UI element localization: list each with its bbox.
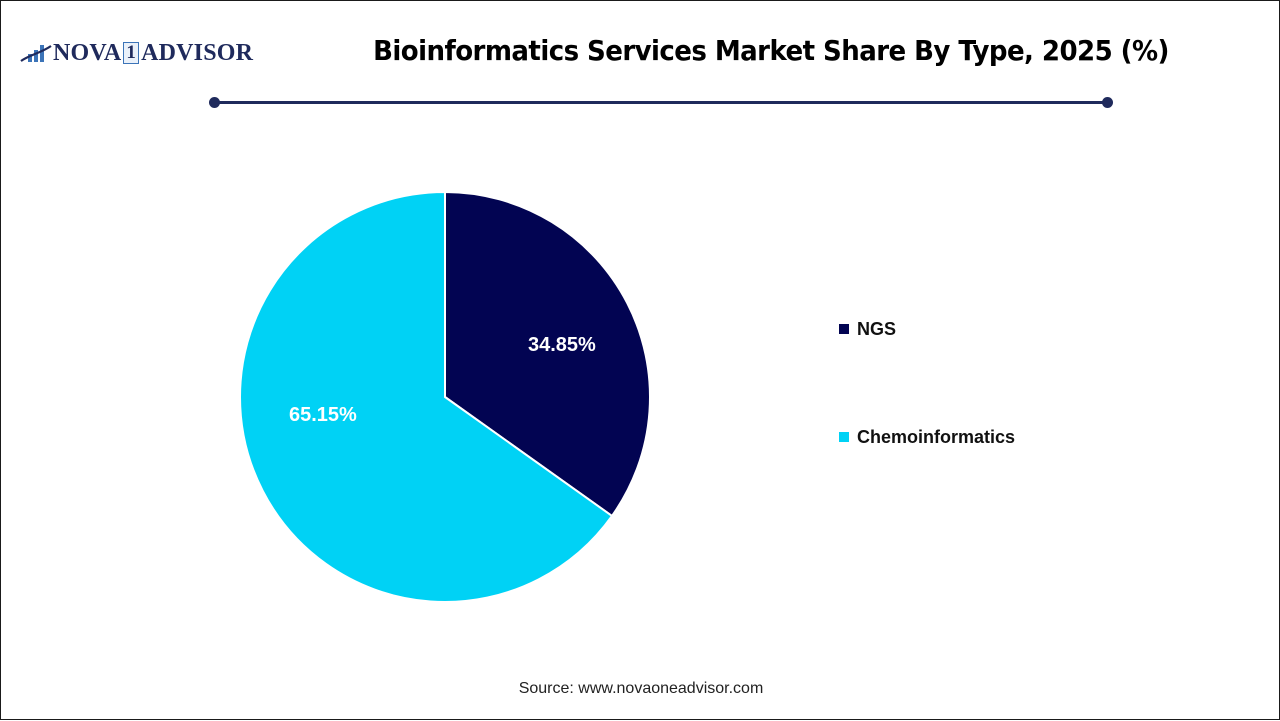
chart-title: Bioinformatics Services Market Share By … — [373, 34, 1169, 67]
logo-text-advisor: ADVISOR — [141, 40, 254, 66]
legend-label-ngs: NGS — [857, 318, 897, 339]
legend: NGS Chemoinformatics — [839, 317, 1015, 449]
pie-slice-chemoinformatics — [239, 190, 614, 603]
source-note: Source: www.novaoneadvisor.com — [518, 680, 764, 697]
legend-swatch-chemoinformatics — [839, 432, 849, 442]
logo-one-box: 1 — [123, 42, 140, 64]
title-underline — [214, 101, 1107, 104]
legend-item-chemoinformatics: Chemoinformatics — [839, 425, 1015, 449]
underline-left-dot — [209, 97, 220, 108]
legend-item-ngs: NGS — [839, 317, 1015, 341]
logo: NOVA 1 ADVISOR — [19, 39, 253, 67]
legend-swatch-ngs — [839, 324, 849, 334]
logo-text: NOVA 1 ADVISOR — [53, 41, 253, 65]
slice-label-ngs: 34.85% — [528, 334, 596, 356]
slice-label-chemoinformatics: 65.15% — [289, 404, 357, 426]
pie-slice-ngs — [444, 190, 651, 518]
logo-text-nova: NOVA — [53, 40, 122, 66]
underline-right-dot — [1102, 97, 1113, 108]
bar-chart-swoosh-icon — [20, 45, 52, 62]
legend-label-chemoinformatics: Chemoinformatics — [857, 426, 1016, 447]
